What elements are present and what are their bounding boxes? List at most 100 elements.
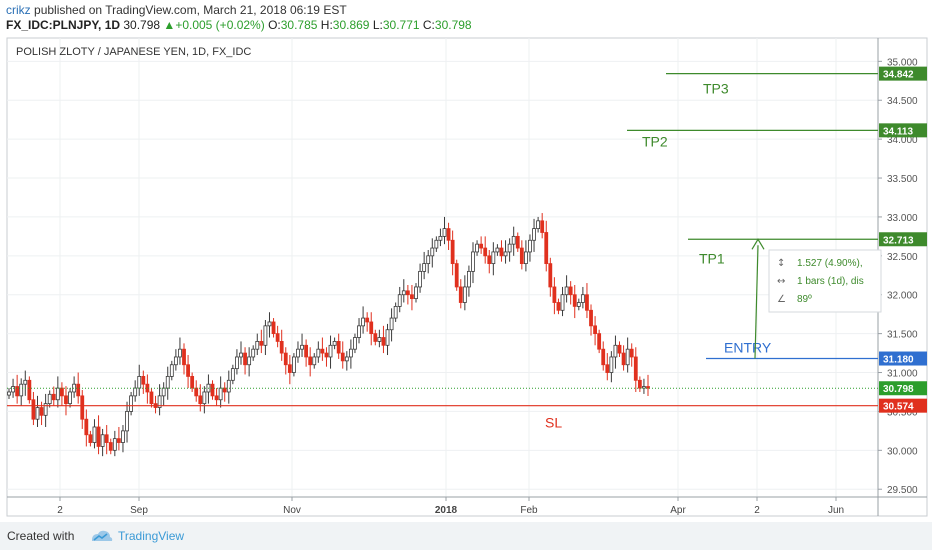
candle [157,384,162,416]
measure-tool[interactable]: ↕ 1.527 (4.90%), ↔ 1 bars (1d), dis ∠ 89º [751,238,882,359]
trade-levels[interactable]: TP3 34.842 TP2 34.113 TP1 32.713 ENTRY 31.180 SL… [7,66,927,431]
candle-body [397,294,402,307]
price-axis[interactable]: 29.500 30.000 30.500 31.000 31.500 32.000 32.5… [878,57,918,496]
close-key: C: [422,18,435,32]
time-tick-label: Jun [828,505,844,516]
candle-body [479,243,484,249]
candle-body [125,411,129,432]
candle-body [263,325,268,346]
candle [348,339,353,369]
candle-body [446,228,451,241]
candle [361,306,365,334]
candle-body [601,348,606,366]
candle-body [528,239,532,253]
open-value: 30.785 [280,18,318,32]
candle [247,347,252,377]
high-value: 30.869 [332,18,370,32]
candle [495,244,500,256]
candle [304,339,309,367]
candle-body [173,356,178,366]
candle-body [418,270,422,288]
candle [202,386,207,414]
level-price-label: 30.574 [883,402,914,413]
chart-header: crikz published on TradingView.com, Marc… [0,0,932,36]
candle [515,232,520,252]
time-tick-label: Sep [130,505,148,516]
candle-body [296,348,300,358]
candle-body [100,434,105,447]
candle [597,329,602,354]
candle [572,285,577,319]
candle [149,388,154,408]
candle-body [580,294,585,303]
candle-body [365,317,370,323]
candle [393,302,398,322]
candle-body [165,376,170,389]
candle [153,395,158,414]
candle [446,222,451,250]
candle [389,308,394,342]
candle [312,353,317,369]
candle [300,333,304,357]
candle-body [426,255,431,265]
candle-body [178,348,182,358]
candle [96,415,101,455]
tradingview-brand[interactable]: TradingView [118,529,185,543]
candle-body [348,348,353,358]
measure-arrow-shaft [754,245,759,359]
candle-body [84,418,89,436]
level-price-badge [879,232,927,247]
candle-body [467,270,471,288]
level-tp2: TP2 34.113 [627,123,927,149]
candle [544,220,549,272]
candle [576,298,581,311]
level-entry: ENTRY 31.180 [706,340,927,366]
grid [7,38,878,497]
candle-body [438,235,443,241]
candle [369,312,374,346]
time-tick-label: Feb [520,505,538,516]
candle [100,428,105,457]
candle [31,391,36,426]
candle-body [633,356,638,381]
candle [503,240,508,264]
candle [104,425,109,455]
candle [287,355,292,385]
candle [214,388,219,406]
candle-body [410,294,414,300]
candle-body [112,438,117,451]
time-axis[interactable]: 2 Sep Nov 2018 Feb Apr 2 Jun [57,497,844,516]
high-key: H: [320,18,333,32]
price-tick-label: 30.000 [887,446,918,457]
measure-info-box [768,249,882,313]
candle-body [11,386,15,393]
candle [173,349,178,371]
candle-body [80,395,85,420]
candle [353,333,357,354]
candle-body [230,368,235,381]
author-link[interactable]: crikz [6,3,31,17]
candle [646,374,650,397]
candle-body [381,337,386,346]
tradingview-logo-icon [92,530,113,541]
price-chart[interactable]: 29.500 30.000 30.500 31.000 31.500 32.000 32.5… [0,0,932,522]
candle [198,384,203,412]
candle-body [393,305,398,319]
candle [507,238,512,262]
candle-body [544,232,549,265]
candle-body [27,379,32,401]
candle [642,378,646,394]
level-price-label: 32.713 [883,235,914,246]
candle-body [454,263,459,288]
candle-body [308,356,313,366]
candle-body [267,321,272,327]
price-range-icon: ↕ [777,258,785,269]
candle [235,349,239,375]
candle-body [222,387,227,393]
up-arrow-icon: ▲ [163,18,176,32]
level-price-label: 34.113 [883,126,913,137]
candle-body [564,286,569,296]
level-label: TP1 [699,250,725,266]
candle [125,401,129,443]
candle-body [247,356,252,366]
